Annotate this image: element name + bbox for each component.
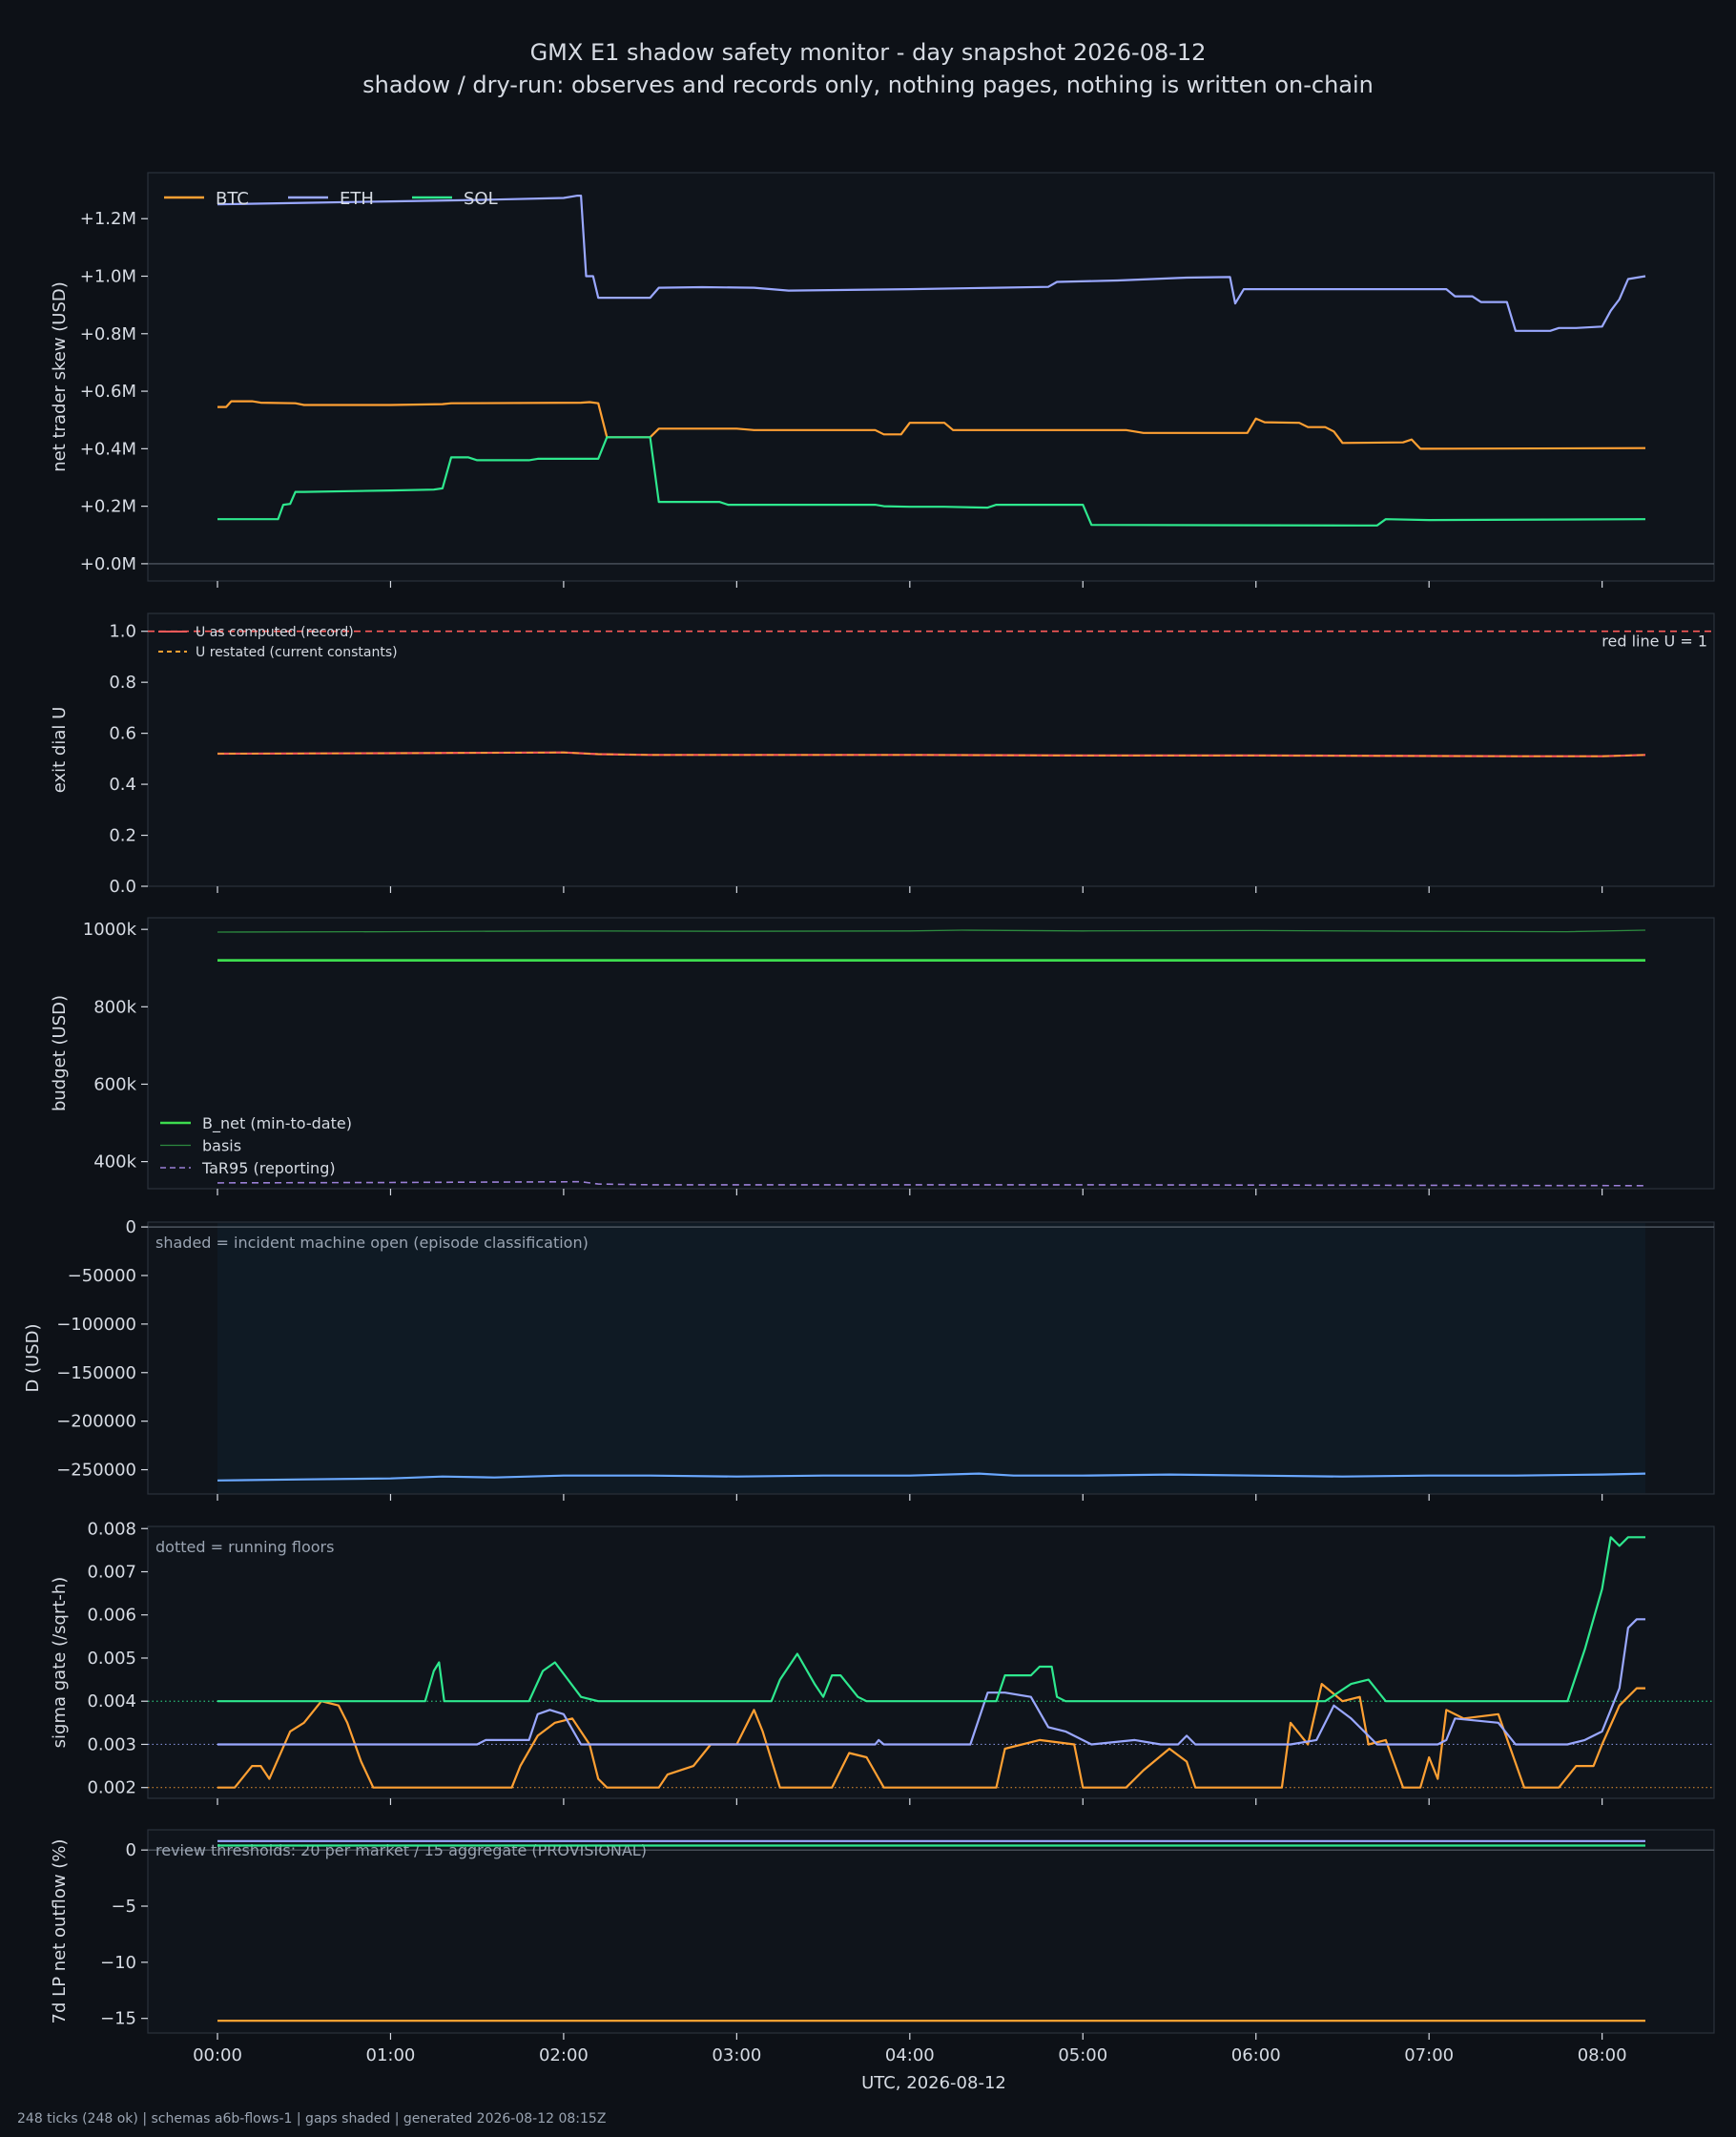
panel-drawdown: 0 −50000 −100000 −150000 −200000 −250000 D (US… — [23, 1217, 1715, 1501]
y-axis-label: sigma gate (/sqrt-h) — [50, 1577, 70, 1749]
panel-note: review thresholds: 20 per market / 15 ag… — [155, 1841, 647, 1859]
y-tick-label: 0.002 — [87, 1778, 136, 1798]
x-tick-label: 01:00 — [366, 2045, 416, 2065]
y-tick-label: 1000k — [83, 920, 137, 940]
legend-label-tar95-reporting: TaR95 (reporting) — [201, 1159, 336, 1177]
chart-subtitle: shadow / dry-run: observes and records o… — [362, 72, 1374, 98]
panel-frame — [147, 917, 1715, 1190]
y-tick-label: 0.003 — [87, 1734, 136, 1754]
y-axis-label: D (USD) — [23, 1323, 43, 1392]
panel-lp-outflow: 0 −5 −10 −15 00:00 01:00 02:00 03:00 04:00 05:00 0… — [50, 1829, 1715, 2093]
y-tick-label: +1.0M — [80, 267, 136, 287]
y-axis-label: budget (USD) — [50, 995, 70, 1111]
x-tick-label: 07:00 — [1404, 2045, 1454, 2065]
y-tick-label: +0.6M — [80, 382, 136, 402]
y-tick-label: 0 — [126, 1840, 136, 1860]
panel-frame — [147, 1829, 1715, 2034]
y-tick-label: +0.2M — [80, 497, 136, 517]
legend-label-btc: BTC — [216, 189, 249, 209]
x-tick-label: 05:00 — [1058, 2045, 1107, 2065]
x-axis-label: UTC, 2026-08-12 — [861, 2073, 1006, 2093]
legend-label-u-restated-current-constants: U restated (current constants) — [196, 645, 398, 660]
y-tick-label: 800k — [93, 997, 136, 1017]
x-tick-label: 06:00 — [1231, 2045, 1281, 2065]
legend-label-eth: ETH — [340, 189, 374, 209]
x-tick-label: 08:00 — [1578, 2045, 1627, 2065]
y-tick-label: −5 — [111, 1897, 136, 1917]
y-tick-label: 0.004 — [87, 1691, 136, 1712]
y-tick-label: 0.007 — [87, 1563, 136, 1583]
panel-note: shaded = incident machine open (episode … — [155, 1234, 589, 1252]
x-tick-label: 03:00 — [712, 2045, 761, 2065]
series-sol — [217, 1536, 1645, 1703]
x-tick-label: 04:00 — [885, 2045, 935, 2065]
chart-title: GMX E1 shadow safety monitor - day snaps… — [529, 39, 1207, 66]
y-tick-label: +0.4M — [80, 439, 136, 459]
x-tick-label: 00:00 — [193, 2045, 242, 2065]
y-tick-label: +1.2M — [80, 209, 136, 229]
y-tick-label: 600k — [93, 1074, 136, 1094]
y-axis-label: exit dial U — [50, 707, 70, 794]
y-tick-label: −10 — [100, 1953, 136, 1973]
y-tick-label: 0.0 — [109, 877, 136, 897]
series-tar95-reporting — [217, 1180, 1646, 1187]
legend-label-basis: basis — [202, 1137, 241, 1155]
footer-status: 248 ticks (248 ok) | schemas a6b-flows-1… — [17, 2111, 607, 2127]
incident-shade — [217, 1223, 1645, 1493]
series-d — [217, 1472, 1646, 1482]
x-tick-label: 02:00 — [539, 2045, 589, 2065]
series-eth — [217, 1618, 1645, 1746]
y-tick-label: −15 — [100, 2009, 136, 2029]
y-axis-label: 7d LP net outflow (%) — [50, 1839, 70, 2024]
panel-sigma-gate: 0.002 0.003 0.004 0.005 0.006 0.007 0.008 sigma… — [50, 1519, 1715, 1805]
y-tick-label: −150000 — [56, 1363, 136, 1383]
y-tick-label: 0.008 — [87, 1519, 136, 1539]
panel-frame — [147, 1525, 1715, 1799]
y-tick-label: 0.2 — [109, 826, 136, 846]
legend-label-b-net-min-to-date: B_net (min-to-date) — [202, 1114, 352, 1133]
y-tick-label: +0.8M — [80, 324, 136, 344]
panel-frame — [147, 612, 1715, 887]
series-btc — [217, 400, 1646, 450]
title-block: GMX E1 shadow safety monitor - day snaps… — [0, 36, 1736, 101]
panel-frame — [147, 172, 1715, 582]
y-tick-label: +0.0M — [80, 554, 136, 574]
y-tick-label: −250000 — [56, 1461, 136, 1481]
y-tick-label: −200000 — [56, 1412, 136, 1432]
legend-label-u-as-computed-record: U as computed (record) — [196, 625, 354, 640]
panel-skew: +0.0M +0.2M +0.4M +0.6M +0.8M +1.0M +1.2M net t… — [50, 172, 1715, 588]
panel-note: dotted = running floors — [155, 1538, 334, 1556]
series-sol — [217, 436, 1646, 527]
y-tick-label: 0.8 — [109, 673, 136, 693]
legend-label-sol: SOL — [464, 189, 498, 209]
y-tick-label: 0.4 — [109, 775, 136, 795]
y-tick-label: 0 — [126, 1217, 136, 1237]
y-tick-label: 0.6 — [109, 724, 136, 744]
panel-budget: 400k 600k 800k 1000k budget (USD) B_net (min-… — [50, 917, 1715, 1195]
y-tick-label: −100000 — [56, 1315, 136, 1335]
y-tick-label: 400k — [93, 1152, 136, 1172]
series-btc — [217, 1683, 1645, 1789]
series-u-restated-current-constants — [217, 751, 1646, 757]
y-tick-label: 0.005 — [87, 1649, 136, 1669]
panel-exit-dial: red line U = 1 0.0 0.2 0.4 0.6 0.8 1.0 exit dia… — [50, 612, 1715, 897]
y-tick-label: 0.006 — [87, 1606, 136, 1626]
y-axis-label: net trader skew (USD) — [50, 281, 70, 472]
y-tick-label: −50000 — [68, 1266, 136, 1286]
y-tick-label: 1.0 — [109, 622, 136, 642]
series-basis — [217, 929, 1646, 933]
series-eth — [217, 195, 1646, 332]
redline-label: red line U = 1 — [1602, 633, 1707, 651]
